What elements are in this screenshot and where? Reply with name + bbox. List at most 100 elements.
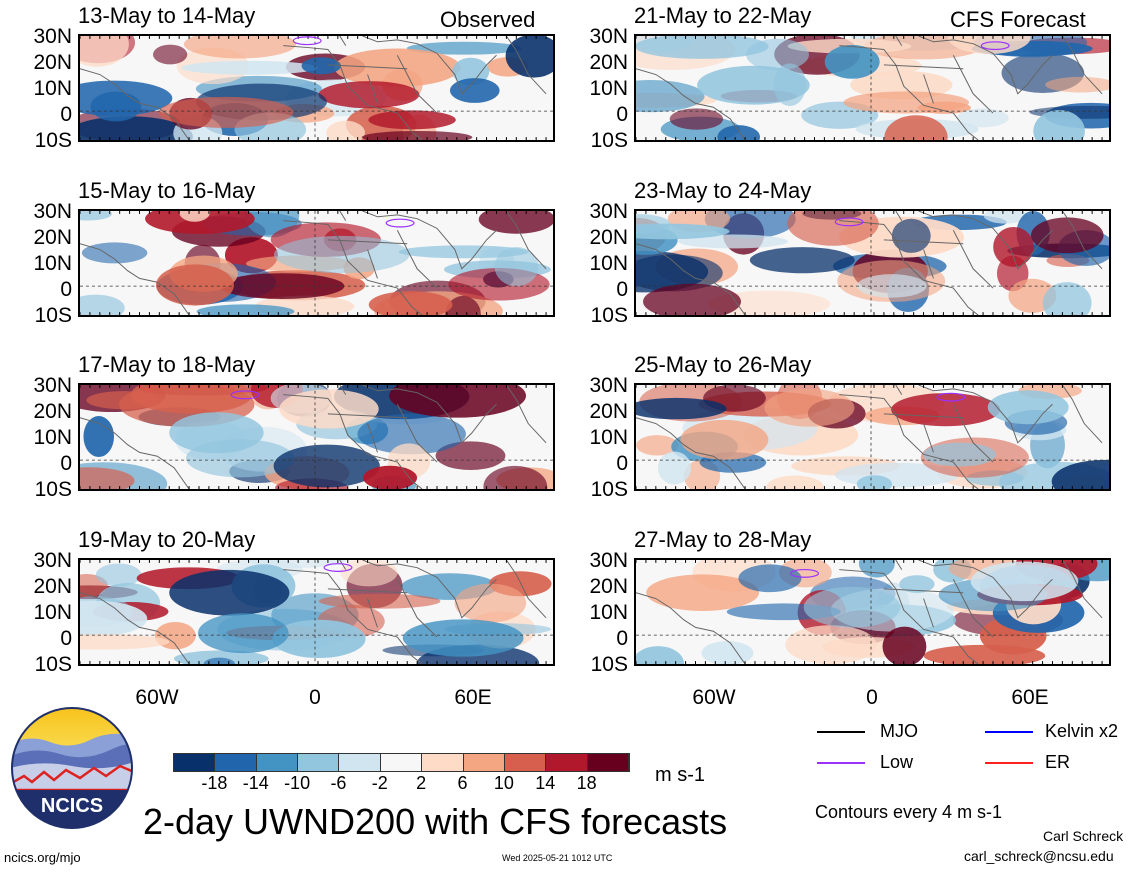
anomaly-blob xyxy=(80,36,129,67)
y-tick-label: 20N xyxy=(589,575,628,598)
y-tick-label: 10S xyxy=(34,129,72,152)
legend-kelvin-label: Kelvin x2 xyxy=(1045,721,1119,741)
map-panel xyxy=(78,34,555,142)
logo-text: NCICS xyxy=(41,795,103,817)
anomaly-blob xyxy=(947,36,1031,55)
anomaly-blob xyxy=(198,613,289,654)
y-tick-label: 10S xyxy=(590,478,628,501)
low-contour xyxy=(790,568,820,578)
anomaly-blob xyxy=(899,575,935,593)
colorbar-cell xyxy=(422,754,464,771)
anomaly-blob xyxy=(152,44,188,65)
legend-low-line xyxy=(817,762,865,764)
colorbar-cell xyxy=(587,754,629,771)
anomaly-blob xyxy=(636,397,727,420)
anomaly-blob xyxy=(636,435,679,456)
coastlines xyxy=(636,211,1103,315)
colorbar-label: -10 xyxy=(284,773,311,793)
anomaly-blob xyxy=(697,65,810,105)
anomaly-blob xyxy=(80,467,135,489)
colorbar-label: -6 xyxy=(330,773,347,793)
anomaly-blob xyxy=(406,41,522,55)
panel-title: 15-May to 16-May xyxy=(78,178,256,203)
panel-title: 17-May to 18-May xyxy=(78,352,256,377)
legend-mjo-line xyxy=(817,731,865,733)
coastlines xyxy=(636,560,1103,664)
y-tick-label: 0 xyxy=(616,627,628,650)
anomaly-blob xyxy=(389,385,527,418)
y-tick-label: 0 xyxy=(616,452,628,475)
x-tick-label: 60W xyxy=(692,686,736,709)
anomaly-blob xyxy=(1042,282,1092,315)
wind-anomaly-field xyxy=(636,36,1109,140)
anomaly-blob xyxy=(803,586,901,628)
coastlines xyxy=(80,560,547,664)
anomaly-blob xyxy=(956,108,1009,128)
anomaly-blob xyxy=(669,108,724,130)
x-tick-label: 60E xyxy=(454,686,492,709)
low-contour xyxy=(980,41,1010,51)
anomaly-blob xyxy=(318,593,441,609)
anomaly-blob xyxy=(680,419,769,460)
author-email[interactable]: carl_schreck@ncsu.edu xyxy=(964,848,1114,864)
y-tick-label: 10S xyxy=(590,129,628,152)
y-tick-label: 10N xyxy=(33,252,72,275)
anomaly-blob xyxy=(678,234,789,249)
main-title: 2-day UWND200 with CFS forecasts xyxy=(143,801,728,842)
y-tick-label: 10N xyxy=(589,77,628,100)
panel-title: 21-May to 22-May xyxy=(634,3,812,28)
y-tick-label: 0 xyxy=(60,103,72,126)
anomaly-blob xyxy=(764,388,855,427)
y-tick-label: 20N xyxy=(33,226,72,249)
anomaly-blob xyxy=(636,250,709,293)
y-tick-label: 10S xyxy=(34,304,72,327)
anomaly-blob xyxy=(882,626,927,664)
site-link[interactable]: ncics.org/mjo xyxy=(4,850,81,865)
y-tick-label: 10S xyxy=(590,304,628,327)
y-tick-label: 20N xyxy=(33,400,72,423)
anomaly-blob xyxy=(494,247,539,287)
x-tick-label: 60W xyxy=(135,686,179,709)
legend-kelvin-line xyxy=(985,731,1033,733)
low-contour xyxy=(292,36,322,46)
anomaly-blob xyxy=(318,81,420,109)
anomaly-blob xyxy=(155,264,234,306)
colorbar-cell xyxy=(215,754,257,771)
x-tick-label: 60E xyxy=(1011,686,1049,709)
anomaly-blob xyxy=(183,36,296,59)
colorbar-cell xyxy=(339,754,381,771)
anomaly-blob xyxy=(273,444,380,488)
panel-title: 19-May to 20-May xyxy=(78,527,256,552)
legend-low-label: Low xyxy=(880,752,914,772)
anomaly-blob xyxy=(301,57,341,75)
anomaly-blob xyxy=(169,412,264,454)
anomaly-blob xyxy=(856,475,893,489)
anomaly-blob xyxy=(454,583,527,623)
panel-title: 13-May to 14-May xyxy=(78,3,256,28)
y-tick-label: 10S xyxy=(590,653,628,676)
anomaly-blob xyxy=(181,60,318,75)
y-tick-label: 30N xyxy=(33,374,72,397)
y-tick-label: 0 xyxy=(60,627,72,650)
y-tick-label: 30N xyxy=(33,25,72,48)
map-panel xyxy=(634,209,1111,317)
low-contour xyxy=(385,218,415,228)
anomaly-blob xyxy=(219,273,345,300)
colorbar-label: 2 xyxy=(416,773,427,793)
anomaly-blob xyxy=(1033,110,1085,140)
y-tick-label: 10S xyxy=(34,478,72,501)
colorbar-label: 14 xyxy=(535,773,556,793)
anomaly-blob xyxy=(445,295,481,315)
y-tick-label: 0 xyxy=(616,278,628,301)
colorbar-cell xyxy=(298,754,340,771)
y-tick-label: 10N xyxy=(33,426,72,449)
anomaly-blob xyxy=(80,634,170,650)
anomaly-blob xyxy=(326,120,365,140)
forecast-label: CFS Forecast xyxy=(950,7,1086,32)
wind-anomaly-field xyxy=(636,560,1109,664)
map-panel xyxy=(78,383,555,491)
anomaly-blob xyxy=(80,294,125,315)
anomaly-blob xyxy=(158,96,294,128)
anomaly-blob xyxy=(505,36,553,78)
panel-title: 23-May to 24-May xyxy=(634,178,812,203)
